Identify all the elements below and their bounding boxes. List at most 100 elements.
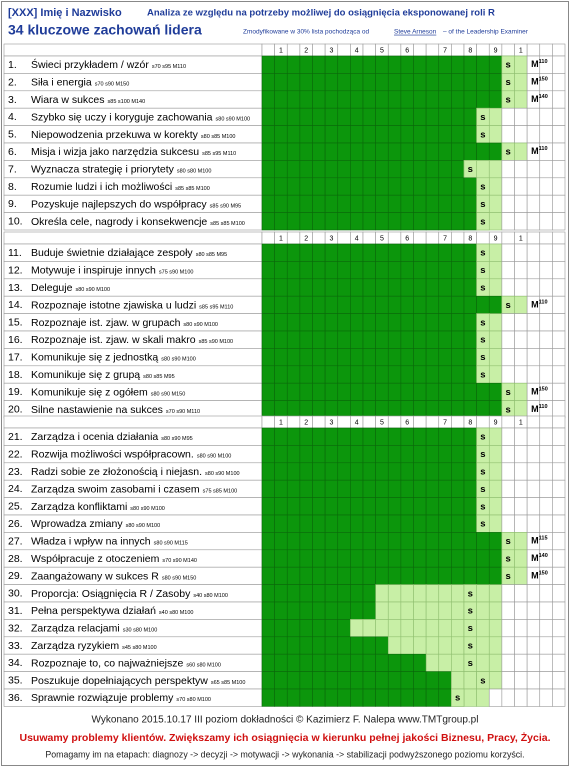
score-cell — [299, 295, 313, 314]
row-label-text: Określa cele, nagrody i konsekwencje — [31, 216, 207, 228]
potential-cell — [350, 619, 364, 638]
row-label-text: Silne nastawienie na sukces — [31, 404, 163, 416]
score-cell — [375, 107, 389, 126]
score-cell — [261, 619, 275, 638]
score-cell — [324, 514, 339, 533]
score-cell — [337, 566, 351, 585]
potential-cell — [488, 125, 503, 144]
score-cell — [312, 636, 326, 655]
score-cell — [261, 549, 275, 568]
score-cell — [413, 382, 427, 401]
empty-cell — [514, 636, 528, 655]
empty-cell — [501, 125, 515, 144]
empty-cell — [539, 107, 553, 126]
score-cell — [375, 194, 389, 213]
scale-label: 1 — [519, 47, 523, 54]
score-cell — [324, 688, 339, 707]
source-link[interactable]: Steve Arneson — [394, 29, 437, 36]
m-base: M — [531, 571, 539, 581]
score-cell — [425, 194, 440, 213]
empty-cell — [539, 462, 553, 481]
empty-cell — [514, 107, 528, 126]
potential-cell — [413, 601, 427, 620]
empty-cell — [539, 212, 553, 231]
row-label-text: Buduje świetnie działające zespoły — [31, 247, 193, 259]
score-cell — [324, 55, 339, 74]
score-cell — [362, 243, 376, 262]
potential-cell — [488, 601, 503, 620]
score-cell — [299, 194, 313, 213]
score-cell — [299, 365, 313, 384]
empty-cell — [552, 295, 566, 314]
score-cell — [451, 497, 465, 516]
score-cell — [438, 671, 452, 690]
score-cell — [274, 532, 288, 551]
s-marker: s — [480, 519, 485, 530]
score-cell — [286, 278, 301, 297]
score-cell — [299, 462, 313, 481]
empty-cell — [501, 313, 515, 332]
s-marker: s — [480, 449, 485, 460]
score-cell — [312, 125, 326, 144]
empty-cell — [514, 278, 528, 297]
scale-cell — [425, 415, 440, 429]
score-cell — [451, 90, 465, 109]
score-cell — [387, 295, 402, 314]
row-note: s70 s90 M110 — [166, 409, 200, 415]
score-cell — [451, 514, 465, 533]
score-cell — [413, 55, 427, 74]
row-label-text: Zarządza konfliktami — [31, 501, 127, 513]
row-label: Określa cele, nagrody i konsekwencje s85 … — [31, 216, 245, 228]
score-cell — [400, 295, 414, 314]
score-cell — [463, 278, 477, 297]
s-marker: s — [468, 588, 473, 599]
empty-cell — [526, 177, 541, 196]
empty-cell — [514, 479, 528, 498]
score-cell — [387, 532, 402, 551]
row-label: Świeci przykładem / wzór s70 s95 M110 — [31, 58, 186, 71]
score-cell — [476, 400, 490, 419]
empty-cell — [514, 313, 528, 332]
score-cell — [261, 365, 275, 384]
empty-cell — [526, 243, 541, 262]
score-cell — [337, 142, 351, 161]
score-cell — [324, 549, 339, 568]
score-cell — [337, 671, 351, 690]
empty-cell — [501, 445, 515, 464]
empty-cell — [539, 671, 553, 690]
row-note: s80 s90 M100 — [205, 471, 240, 477]
s-marker: s — [455, 693, 460, 704]
score-cell — [337, 514, 351, 533]
potential-cell — [438, 619, 452, 638]
score-cell — [463, 90, 477, 109]
scale-cell — [261, 415, 275, 429]
m-label: M110 — [531, 147, 547, 157]
score-cell — [286, 107, 301, 126]
score-cell — [400, 427, 414, 446]
score-cell — [413, 177, 427, 196]
s-marker: s — [468, 164, 473, 175]
scale-cell — [337, 231, 351, 245]
score-cell — [425, 330, 440, 349]
empty-cell — [526, 427, 541, 446]
score-cell — [286, 619, 301, 638]
potential-cell — [488, 514, 503, 533]
row-number: 32. — [8, 622, 23, 634]
score-cell — [400, 462, 414, 481]
row-label-text: Rozumie ludzi i ich możliwości — [31, 181, 172, 193]
potential-cell — [425, 653, 440, 672]
potential-cell — [451, 653, 465, 672]
score-cell — [274, 55, 288, 74]
row-number: 24. — [8, 483, 23, 495]
score-cell — [375, 549, 389, 568]
score-cell — [324, 142, 339, 161]
row-note: s70 s90 M150 — [95, 82, 130, 88]
empty-cell — [526, 212, 541, 231]
score-cell — [337, 330, 351, 349]
s-marker: s — [468, 658, 473, 669]
row-number: 22. — [8, 448, 23, 460]
score-cell — [438, 427, 452, 446]
empty-cell — [514, 194, 528, 213]
row-label: Komunikuje się z grupą s80 s85 M95 — [31, 369, 175, 381]
empty-cell — [539, 177, 553, 196]
